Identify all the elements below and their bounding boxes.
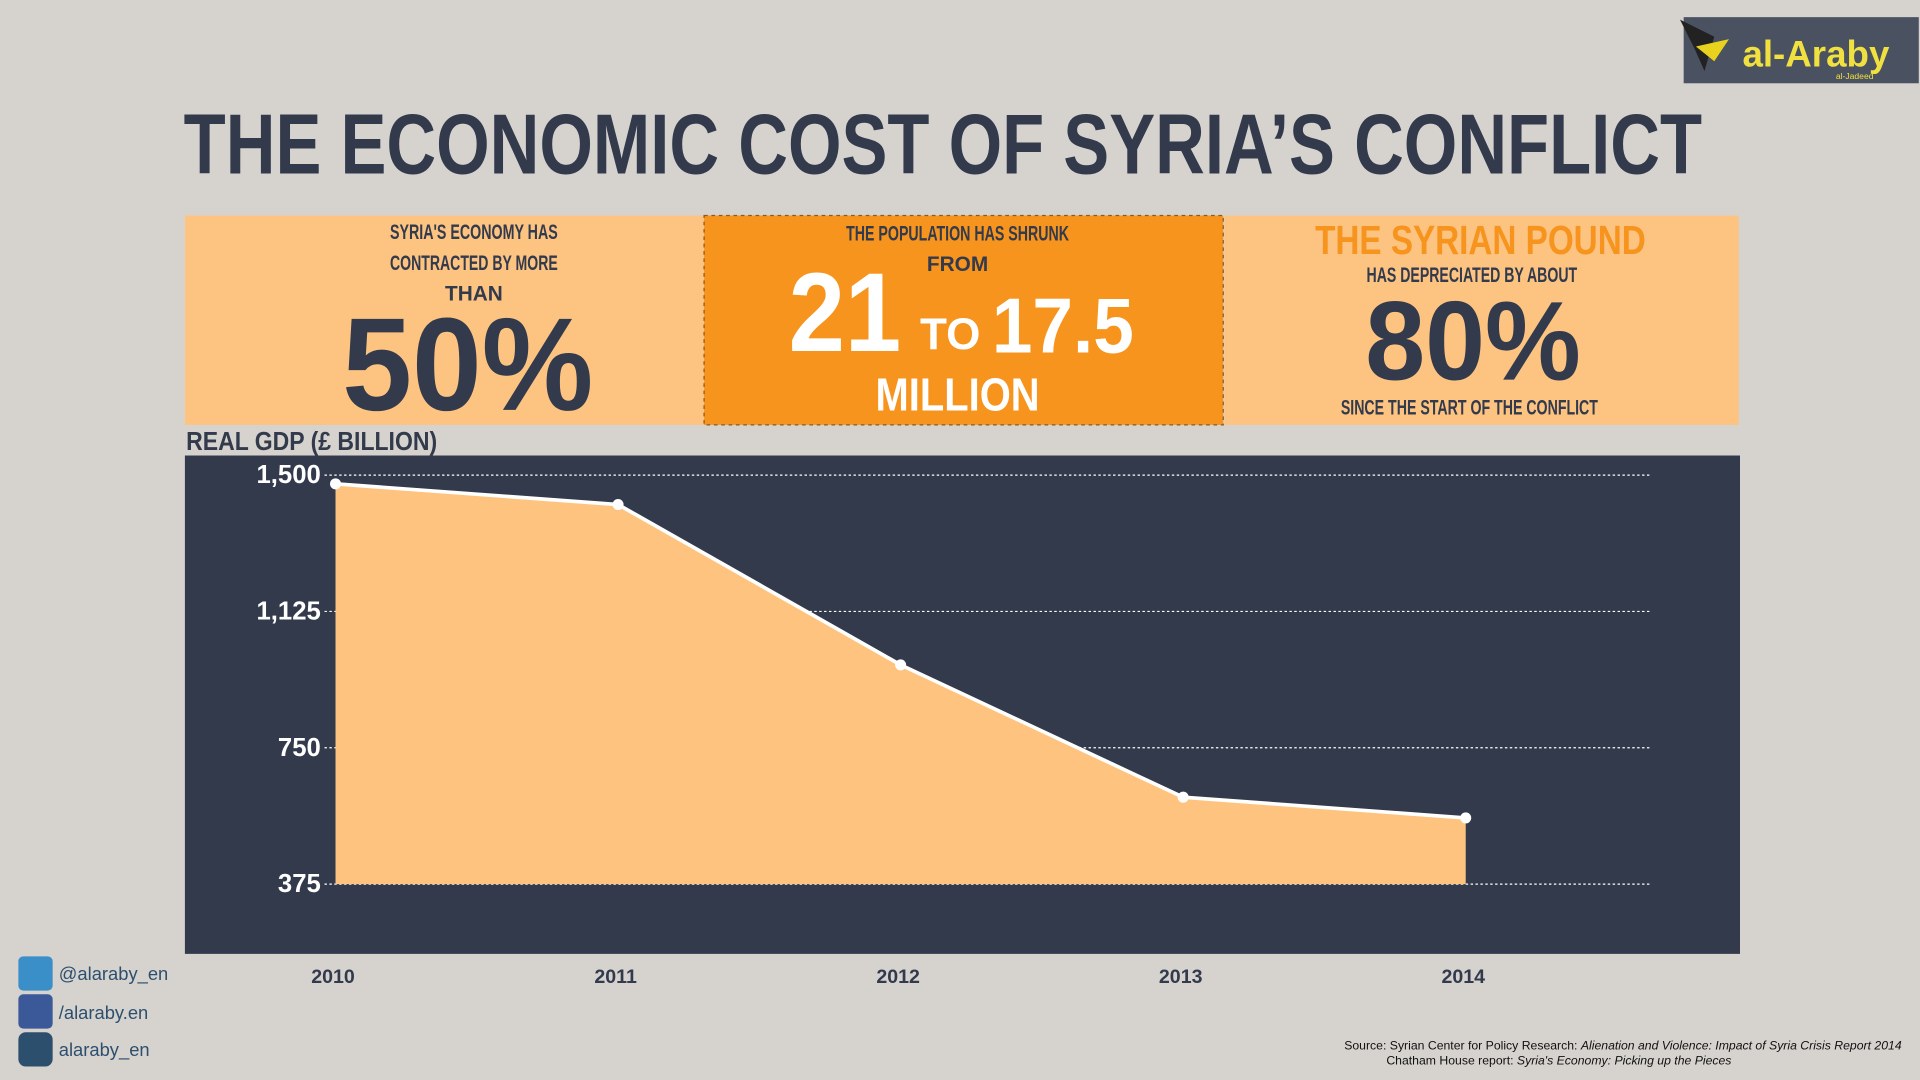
logo-box [1683, 17, 1919, 84]
point [612, 499, 624, 511]
source-title: Syria's Economy: Picking up the Pieces [1517, 1053, 1732, 1067]
stat-text: SINCE THE START OF THE CONFLICT [1341, 396, 1598, 419]
y-tick-label: 375 [278, 870, 321, 898]
logo-sub: al-Jadeed [1836, 71, 1874, 81]
x-tick-label: 2010 [311, 966, 355, 988]
stat-text: THE POPULATION HAS SHRUNK [846, 222, 1069, 245]
stat-box [703, 214, 1224, 426]
social-handle: alaraby_en [59, 1039, 150, 1061]
social-handle: /alaraby.en [59, 1002, 148, 1023]
stat-figure: 50% [342, 291, 593, 439]
x-tick-label: 2013 [1159, 966, 1203, 988]
stat-text: MILLION [876, 368, 1040, 420]
point [895, 659, 907, 671]
stat-text: TO [920, 310, 980, 359]
stat-figure: 80% [1365, 277, 1581, 403]
stat-heading: THE SYRIAN POUND [1315, 217, 1646, 263]
x-tick-label: 2011 [594, 966, 637, 988]
point [1177, 791, 1189, 803]
source-text: Chatham House report: [1386, 1053, 1517, 1067]
stat-box [1224, 215, 1739, 425]
x-tick-label: 2012 [876, 966, 920, 988]
logo-name: al-Araby [1742, 33, 1890, 74]
source-title: Alienation and Violence: Impact of Syria… [1580, 1039, 1902, 1053]
source: Chatham House report: Syria's Economy: P… [1386, 1053, 1731, 1067]
source: Source: Syrian Center for Policy Researc… [1344, 1039, 1902, 1053]
stat-text: THAN [445, 282, 503, 305]
stat-figure: 17.5 [992, 282, 1134, 370]
twitter-icon [18, 956, 53, 991]
instagram-icon [18, 1032, 53, 1067]
stat-text: FROM [927, 253, 988, 276]
point [1460, 812, 1472, 824]
plot: 1,500 1,125 750 375 2010 2011 2012 2013 2014 [256, 461, 1651, 988]
stat-figure: 21 [789, 249, 902, 375]
facebook-icon [18, 994, 53, 1029]
title: THE ECONOMIC COST OF SYRIA’S CONFLICT [184, 96, 1702, 192]
stat-text: HAS DEPRECIATED BY ABOUT [1367, 264, 1578, 287]
social-handle: @alaraby_en [59, 963, 168, 985]
x-tick-label: 2014 [1441, 966, 1485, 988]
y-tick-label: 1,125 [256, 597, 320, 625]
chart-title: REAL GDP (£ BILLION) [186, 428, 437, 456]
stat-text: CONTRACTED BY MORE [390, 252, 558, 275]
y-tick-label: 1,500 [256, 461, 320, 489]
point [330, 478, 342, 490]
area [335, 483, 1466, 885]
y-tick-label: 750 [278, 734, 321, 762]
stat-text: SYRIA'S ECONOMY HAS [390, 221, 558, 244]
stat-box [184, 215, 705, 425]
source-text: Source: Syrian Center for Policy Researc… [1344, 1039, 1581, 1053]
logo-bird [1680, 19, 1715, 72]
